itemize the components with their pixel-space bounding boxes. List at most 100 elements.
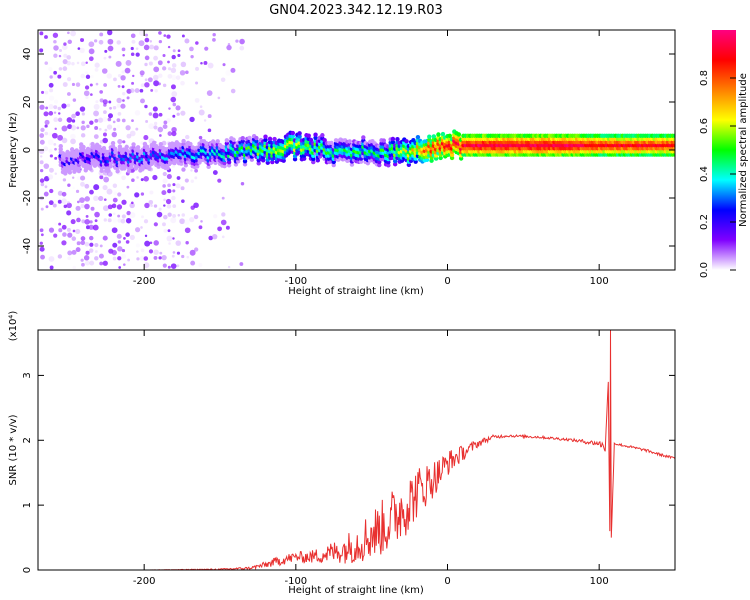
spectrogram-cell [66,202,72,209]
spectrogram-cell [90,74,94,78]
spectrogram-cell [63,204,68,209]
spectrogram-cell [144,37,150,43]
spectrogram-cell [163,228,168,233]
spectrogram-cell [71,62,75,66]
spectrogram-cell [156,164,161,169]
spectrogram-cell [97,117,104,123]
spectrogram-cell [125,60,132,66]
spectrogram-cell [144,55,150,61]
spectrogram-cell [80,61,86,67]
spectrogram-cell [386,163,391,168]
spectrogram-cell [48,200,54,206]
spectrogram-y-tick-label: -40 [22,238,33,254]
spectrogram-cell [176,251,181,255]
spectrogram-cell [111,131,117,138]
spectrogram-cell [140,226,143,229]
spectrogram-cell [48,256,55,262]
spectrogram-cell [163,34,167,37]
spectrogram-cell [79,197,85,203]
spectrogram-cell [143,135,149,141]
spectrogram-cell [94,67,99,72]
spectrogram-cell [54,172,58,175]
snr-y-tick-label: 0 [22,567,33,573]
spectrogram-cell [217,96,221,100]
spectrogram-cell [125,240,130,244]
spectrogram-cell [121,253,127,259]
spectrogram-cell [140,98,145,104]
spectrogram-cell [101,68,108,74]
spectrogram-cell [83,90,90,97]
spectrogram-cell [175,183,181,189]
spectrogram-cell [170,96,177,103]
spectrogram-cell [121,214,126,219]
spectrogram-cell [49,88,54,93]
spectrogram-cell [143,219,149,224]
spectrogram-cell [181,213,186,217]
spectrogram-cell [121,175,126,181]
spectrogram-cell [144,202,150,209]
spectrogram-cell [48,111,54,116]
spectrogram-cell [124,67,131,74]
spectrogram-cell [200,220,203,223]
spectrogram-cell [45,106,49,110]
spectrogram-cell [112,242,118,248]
spectrogram-x-tick-label: 0 [444,276,450,287]
spectrogram-cell [163,198,166,202]
spectrogram-cell [125,232,130,237]
spectrogram-cell [163,204,166,207]
spectrogram-cell [129,88,135,93]
spectrogram-x-tick-label: -100 [284,276,307,287]
spectrogram-cell [90,93,93,96]
spectrogram-cell [104,49,108,53]
spectrogram-cell [66,77,72,82]
spectrogram-cell [135,52,140,57]
spectrogram-cell [110,140,116,146]
spectrogram-cell [85,95,89,99]
spectrogram-cell [58,127,62,131]
spectrogram-cell [49,75,53,79]
spectrogram-cell [183,163,189,168]
spectrogram-cell [108,142,112,146]
spectrogram-cell [53,105,58,110]
spectrogram-cell [167,212,172,217]
spectrogram-cell [76,241,81,246]
spectrogram-cell [112,183,118,188]
spectrogram-cell [75,228,81,235]
spectrogram-cell [136,250,139,253]
spectrogram-cell [81,120,85,125]
spectrogram-cell [149,241,153,245]
spectrogram-cell [170,263,177,270]
spectrogram-cell [180,80,185,86]
spectrogram-cell [84,203,90,210]
spectrogram-cell [143,256,149,261]
spectrogram-cell [115,60,122,67]
spectrogram-cell [58,147,63,152]
spectrogram-cell [140,178,144,182]
spectrogram-cell [120,103,126,109]
spectrogram-cell [171,131,177,137]
spectrogram-cell [456,132,462,137]
spectrogram-cell [171,126,177,133]
spectrogram-cell [52,73,58,79]
spectrogram-cell [75,189,80,193]
spectrogram-cell [190,179,194,183]
spectrogram-cell [117,256,122,261]
spectrogram-cell [130,52,135,57]
spectrogram-cell [121,249,126,253]
spectrogram-cell [106,188,113,195]
spectrogram-cell [297,134,302,139]
spectrogram-cell [240,182,245,186]
spectrogram-cell [67,256,71,261]
spectrogram-cell [57,190,63,196]
spectrogram-cell [171,74,177,81]
spectrogram-cell [51,132,58,139]
spectrogram-y-tick-label: 0 [22,147,33,153]
spectrogram-cell [162,263,167,268]
spectrogram-cell [102,235,108,241]
spectrogram-cell [80,240,86,246]
spectrogram-cell [233,162,239,167]
spectrogram-cell [172,213,177,218]
spectrogram-cell [61,240,67,246]
spectrogram-cell [122,92,126,96]
